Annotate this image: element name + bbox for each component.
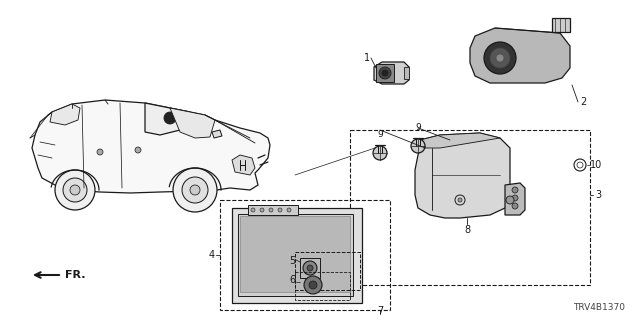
Circle shape	[190, 185, 200, 195]
Bar	[295, 252, 360, 290]
Circle shape	[303, 261, 317, 275]
Circle shape	[411, 139, 425, 153]
Circle shape	[164, 112, 176, 124]
Circle shape	[379, 67, 391, 79]
Text: 3: 3	[595, 190, 601, 200]
Circle shape	[173, 168, 217, 212]
Circle shape	[309, 281, 317, 289]
Circle shape	[63, 178, 87, 202]
Circle shape	[458, 198, 462, 202]
Circle shape	[304, 276, 322, 294]
Text: 8: 8	[464, 225, 470, 235]
Circle shape	[287, 208, 291, 212]
Text: 9: 9	[377, 130, 383, 139]
Circle shape	[269, 208, 273, 212]
Bar	[240, 216, 350, 292]
Text: 10: 10	[590, 160, 602, 170]
Bar	[220, 200, 390, 310]
Circle shape	[512, 195, 518, 201]
Text: 6: 6	[289, 275, 295, 285]
Circle shape	[512, 203, 518, 209]
Polygon shape	[505, 183, 525, 215]
Text: 7: 7	[377, 306, 383, 316]
Bar	[350, 130, 590, 285]
Circle shape	[512, 187, 518, 193]
Text: TRV4B1370: TRV4B1370	[573, 303, 625, 312]
Polygon shape	[170, 108, 215, 138]
Circle shape	[251, 208, 255, 212]
Circle shape	[382, 70, 388, 76]
Circle shape	[496, 54, 504, 62]
Circle shape	[307, 265, 313, 271]
Bar	[552, 18, 570, 32]
Circle shape	[373, 146, 387, 160]
Polygon shape	[300, 258, 320, 278]
Bar	[232, 208, 362, 303]
Polygon shape	[470, 28, 570, 83]
Circle shape	[135, 147, 141, 153]
Text: 1: 1	[364, 53, 370, 63]
Circle shape	[490, 48, 510, 68]
Polygon shape	[32, 100, 270, 193]
Polygon shape	[415, 133, 510, 218]
Circle shape	[97, 149, 103, 155]
Polygon shape	[374, 62, 409, 84]
Bar	[376, 64, 394, 82]
Bar	[404, 67, 409, 79]
Text: 2: 2	[580, 97, 586, 107]
Text: 5: 5	[289, 256, 295, 266]
Polygon shape	[50, 104, 80, 125]
Circle shape	[278, 208, 282, 212]
Bar	[295, 272, 350, 300]
Polygon shape	[232, 155, 255, 175]
Polygon shape	[145, 103, 190, 135]
Circle shape	[55, 170, 95, 210]
Polygon shape	[212, 130, 222, 138]
Text: 9: 9	[415, 123, 421, 132]
Circle shape	[260, 208, 264, 212]
Circle shape	[70, 185, 80, 195]
Circle shape	[484, 42, 516, 74]
Text: 4: 4	[209, 250, 215, 260]
Bar	[238, 214, 353, 296]
Bar	[248, 205, 298, 215]
Circle shape	[182, 177, 208, 203]
Circle shape	[506, 196, 514, 204]
Polygon shape	[420, 133, 500, 148]
Text: FR.: FR.	[65, 270, 86, 280]
